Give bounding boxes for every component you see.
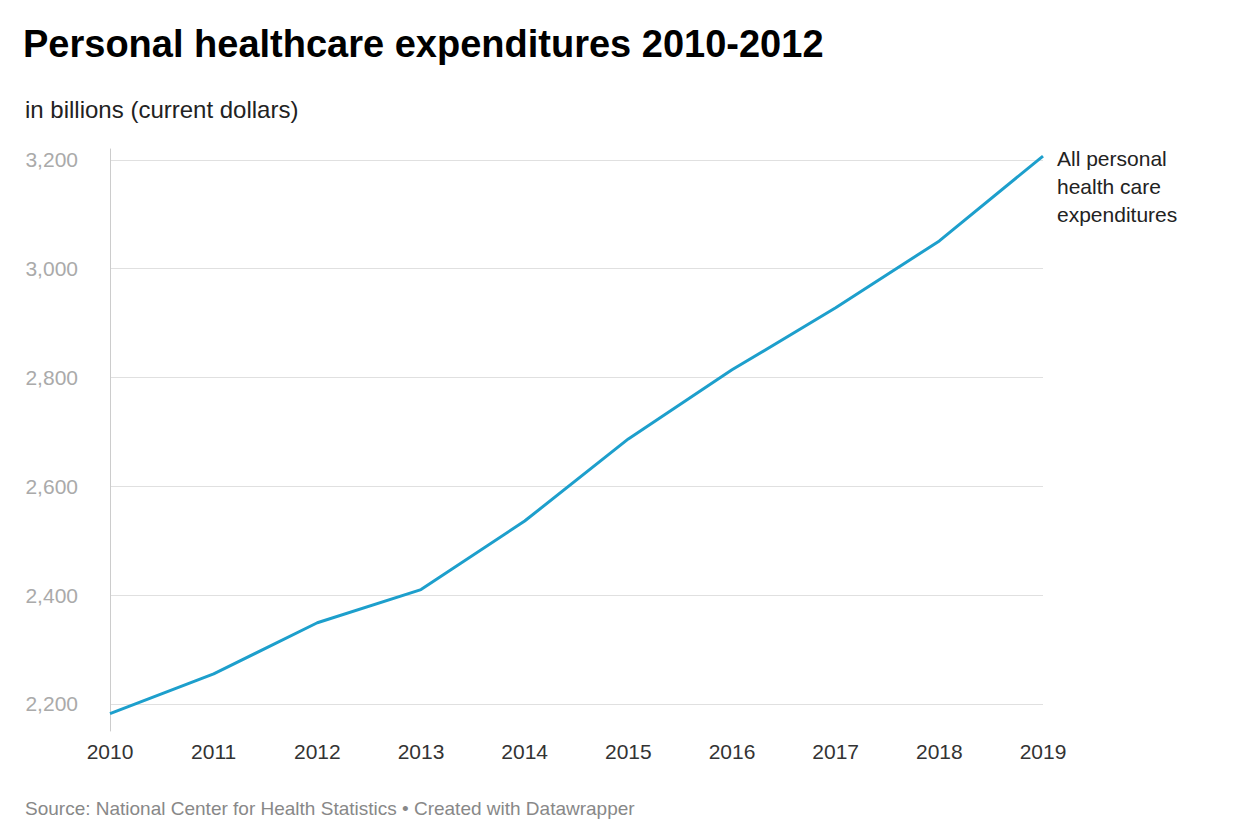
svg-text:Personal healthcare expenditur: Personal healthcare expenditures 2010-20…: [23, 23, 824, 65]
svg-text:in billions (current dollars): in billions (current dollars): [25, 96, 298, 123]
svg-text:2014: 2014: [501, 740, 548, 763]
svg-text:2010: 2010: [87, 740, 134, 763]
svg-text:All personal: All personal: [1057, 147, 1173, 170]
svg-text:2012: 2012: [294, 740, 341, 763]
svg-text:2016: 2016: [709, 740, 756, 763]
svg-text:2017: 2017: [812, 740, 859, 763]
svg-text:3,000: 3,000: [25, 257, 78, 280]
svg-text:2011: 2011: [191, 740, 236, 763]
svg-text:3,200: 3,200: [25, 148, 78, 171]
svg-text:expenditures: expenditures: [1057, 203, 1177, 226]
svg-text:2,200: 2,200: [25, 692, 78, 715]
svg-text:2,800: 2,800: [25, 366, 78, 389]
svg-text:2018: 2018: [916, 740, 963, 763]
svg-text:Source: National Center for He: Source: National Center for Health Stati…: [25, 798, 635, 819]
svg-text:2,600: 2,600: [25, 475, 78, 498]
svg-text:2013: 2013: [398, 740, 445, 763]
svg-text:2015: 2015: [605, 740, 652, 763]
svg-text:2019: 2019: [1020, 740, 1067, 763]
svg-text:health care: health care: [1057, 175, 1167, 198]
svg-text:2,400: 2,400: [25, 584, 78, 607]
